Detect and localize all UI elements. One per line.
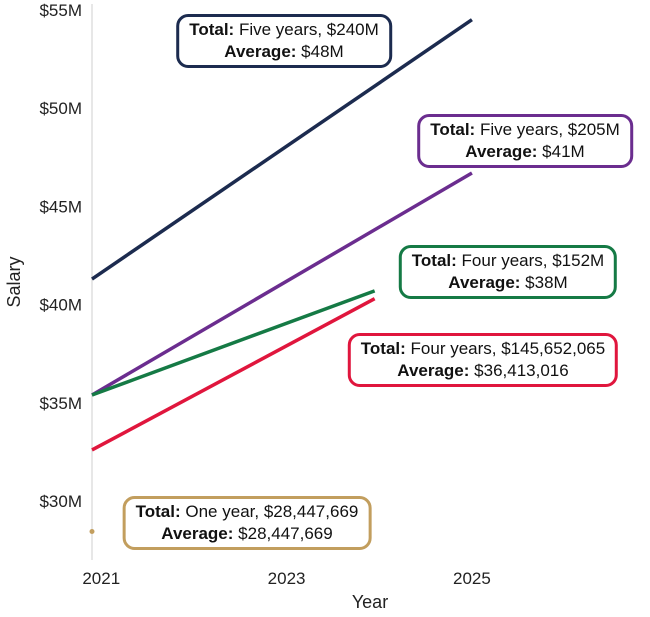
series-lines bbox=[89, 18, 473, 535]
annotation-box-1: Total: Five years, $240M Average: $48M bbox=[176, 14, 392, 68]
annotation-average-label: Average: bbox=[224, 42, 297, 61]
annotation-average-value: $28,447,669 bbox=[233, 524, 333, 543]
annotation-box-3: Total: Four years, $152M Average: $38M bbox=[398, 245, 618, 299]
series-point-5 bbox=[89, 529, 95, 535]
annotation-total-label: Total: bbox=[430, 120, 476, 139]
y-tick-label: $30M bbox=[39, 492, 82, 511]
annotation-average-label: Average: bbox=[161, 524, 234, 543]
annotation-average-label: Average: bbox=[448, 273, 521, 292]
x-tick-label: 2021 bbox=[82, 569, 120, 588]
series-line-3 bbox=[91, 289, 376, 397]
annotation-average-label: Average: bbox=[465, 142, 538, 161]
annotation-total-value: One year, $28,447,669 bbox=[180, 502, 359, 521]
annotation-total-value: Five years, $240M bbox=[234, 20, 379, 39]
y-tick-label: $55M bbox=[39, 1, 82, 20]
annotation-total-label: Total: bbox=[411, 251, 457, 270]
y-tick-label: $50M bbox=[39, 99, 82, 118]
annotation-average-value: $41M bbox=[537, 142, 585, 161]
y-axis-title: Salary bbox=[4, 256, 24, 307]
annotation-average-value: $38M bbox=[520, 273, 568, 292]
x-axis-title: Year bbox=[352, 592, 388, 612]
y-tick-label: $45M bbox=[39, 197, 82, 216]
x-tick-label: 2025 bbox=[453, 569, 491, 588]
series-line-1 bbox=[91, 18, 473, 281]
annotation-average-value: $36,413,016 bbox=[469, 361, 569, 380]
y-axis-ticks: $30M $35M $40M $45M $50M $55M bbox=[39, 1, 82, 511]
y-tick-label: $35M bbox=[39, 394, 82, 413]
annotation-total-value: Four years, $152M bbox=[456, 251, 605, 270]
series-line-4 bbox=[91, 297, 376, 452]
annotation-box-4: Total: Four years, $145,652,065 Average:… bbox=[347, 333, 619, 387]
annotation-total-label: Total: bbox=[189, 20, 235, 39]
annotation-total-label: Total: bbox=[135, 502, 181, 521]
x-axis-ticks: 2021 2023 2025 bbox=[82, 569, 490, 588]
annotation-total-value: Five years, $205M bbox=[475, 120, 620, 139]
annotation-total-label: Total: bbox=[360, 339, 406, 358]
annotation-box-2: Total: Five years, $205M Average: $41M bbox=[417, 114, 633, 168]
annotation-average-value: $48M bbox=[296, 42, 344, 61]
annotation-box-5: Total: One year, $28,447,669 Average: $2… bbox=[122, 496, 372, 550]
x-tick-label: 2023 bbox=[268, 569, 306, 588]
annotation-average-label: Average: bbox=[397, 361, 470, 380]
y-tick-label: $40M bbox=[39, 296, 82, 315]
annotation-total-value: Four years, $145,652,065 bbox=[405, 339, 606, 358]
series-line-2 bbox=[91, 171, 473, 397]
